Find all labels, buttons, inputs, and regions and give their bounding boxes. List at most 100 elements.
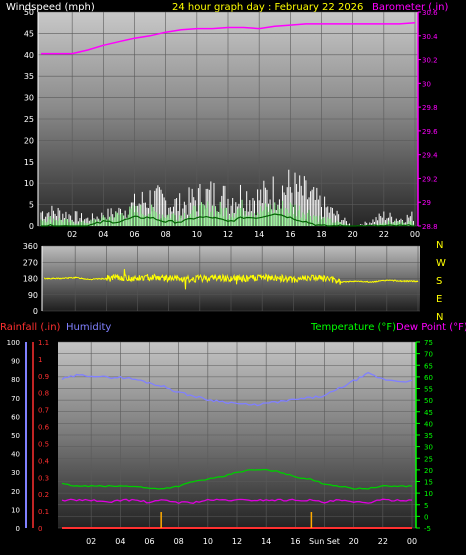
temperature-tick-label: 60 (424, 374, 433, 382)
humidity-tick-label: 10 (11, 506, 20, 514)
time-tick-label: 02 (67, 230, 77, 239)
windspeed-tick-label: 35 (24, 72, 34, 81)
rainfall-tick-label: 0.2 (38, 491, 49, 499)
barometer-tick-label: 28.8 (422, 223, 438, 231)
time-tick-label: 16 (285, 230, 295, 239)
temperature-tick-label: 0 (424, 513, 428, 521)
rainfall-tick-label: 1 (38, 356, 42, 364)
panel3-axes: -505101520253035404550556065707501020304… (7, 339, 433, 546)
direction-tick-label: 360 (23, 242, 38, 251)
time-tick-label: 08 (174, 537, 184, 546)
rainfall-axis-title: Rainfall (.in) (0, 322, 61, 333)
humidity-tick-label: 90 (11, 358, 20, 366)
time-tick-label: 22 (379, 230, 389, 239)
dewpoint-axis-title: Dew Point (°F) (396, 322, 466, 333)
barometer-line (41, 21, 416, 55)
temperature-tick-label: 35 (424, 432, 433, 440)
time-tick-label: 00 (407, 537, 417, 546)
time-tick-label: 20 (348, 230, 358, 239)
humidity-tick-label: 50 (11, 432, 20, 440)
barometer-axis-title: Barometer (.in) (372, 2, 448, 13)
time-tick-label: 22 (378, 537, 388, 546)
compass-label: N (436, 312, 443, 323)
time-tick-label: 00 (410, 230, 420, 239)
temperature-tick-label: 65 (424, 362, 433, 370)
temperature-tick-label: 40 (424, 420, 433, 428)
temperature-tick-label: 20 (424, 467, 433, 475)
temperature-tick-label: 75 (424, 339, 433, 347)
humidity-line (61, 371, 413, 407)
barometer-tick-label: 29.4 (422, 152, 438, 160)
windspeed-tick-label: 5 (29, 201, 34, 210)
humidity-tick-label: 0 (16, 525, 20, 533)
time-tick-label: 10 (203, 537, 213, 546)
barometer-tick-label: 29.8 (422, 104, 438, 112)
windspeed-tick-label: 20 (24, 136, 34, 145)
windspeed-tick-label: 40 (24, 51, 34, 60)
barometer-tick-label: 30.2 (422, 57, 438, 65)
panel3-marks (61, 371, 413, 529)
temperature-tick-label: 45 (424, 409, 433, 417)
time-tick-label: Sun Set (309, 537, 340, 546)
temperature-axis-title: Temperature (°F) (310, 322, 396, 333)
chart-title: 24 hour graph day : February 22 2026 (172, 2, 363, 13)
humidity-tick-label: 20 (11, 488, 20, 496)
time-tick-label: 12 (232, 537, 242, 546)
temperature-tick-label: 50 (424, 397, 433, 405)
time-tick-label: 18 (316, 230, 326, 239)
barometer-tick-label: 30 (422, 80, 431, 88)
time-tick-label: 08 (161, 230, 171, 239)
windspeed-tick-label: 45 (24, 29, 34, 38)
wind-average-line (41, 213, 415, 227)
wind-barometer-panel: 0 5 10 15 20 25 30 35 40 45 50 28.8 29 29.2 29.4 29.6 29… (24, 8, 438, 239)
humidity-temperature-panel: -505101520253035404550556065707501020304… (7, 339, 433, 546)
windspeed-tick-label: 30 (24, 94, 34, 103)
panel2-marks (43, 269, 419, 290)
humidity-tick-label: 30 (11, 469, 20, 477)
panel1-grid (38, 11, 418, 227)
time-tick-label: 14 (254, 230, 264, 239)
temperature-tick-label: 10 (424, 490, 433, 498)
humidity-tick-label: 100 (7, 339, 20, 347)
temperature-tick-label: 15 (424, 479, 433, 487)
humidity-tick-label: 60 (11, 413, 20, 421)
compass-label: S (436, 276, 442, 287)
wind-direction-line (43, 269, 419, 290)
rainfall-tick-label: 0.8 (38, 390, 49, 398)
time-tick-label: 16 (290, 537, 300, 546)
temperature-tick-label: 5 (424, 502, 428, 510)
panel1-marks (40, 21, 416, 227)
temperature-tick-label: 25 (424, 455, 433, 463)
direction-tick-label: 270 (23, 258, 38, 267)
compass-label: N (436, 240, 443, 251)
temperature-tick-label: -5 (424, 525, 431, 533)
rainfall-tick-label: 0.7 (38, 407, 49, 415)
time-tick-label: 06 (129, 230, 139, 239)
time-tick-label: 04 (115, 537, 125, 546)
rainfall-tick-label: 0.4 (38, 457, 50, 465)
compass-label: E (436, 294, 442, 305)
rainfall-tick-label: 0 (38, 525, 42, 533)
time-tick-label: 06 (144, 537, 154, 546)
windspeed-tick-label: 0 (29, 222, 34, 231)
rainfall-tick-label: 1.1 (38, 339, 49, 347)
rainfall-tick-label: 0.5 (38, 440, 49, 448)
temperature-tick-label: 70 (424, 351, 433, 359)
barometer-tick-label: 29.6 (422, 128, 438, 136)
temperature-tick-label: 55 (424, 386, 433, 394)
time-tick-label: 04 (98, 230, 108, 239)
humidity-axis-title: Humidity (66, 322, 111, 333)
direction-tick-label: 180 (23, 275, 38, 284)
temperature-tick-label: 30 (424, 444, 433, 452)
rainfall-tick-label: 0.6 (38, 424, 50, 432)
windspeed-tick-label: 10 (24, 179, 34, 188)
barometer-tick-label: 29 (422, 199, 431, 207)
windspeed-tick-label: 50 (24, 8, 34, 17)
panel1-axes: 0 5 10 15 20 25 30 35 40 45 50 28.8 29 29.2 29.4 29.6 29… (24, 8, 438, 239)
compass-label: W (436, 258, 446, 269)
time-tick-label: 02 (86, 537, 96, 546)
time-tick-label: 10 (192, 230, 202, 239)
barometer-tick-label: 30.6 (422, 9, 438, 17)
